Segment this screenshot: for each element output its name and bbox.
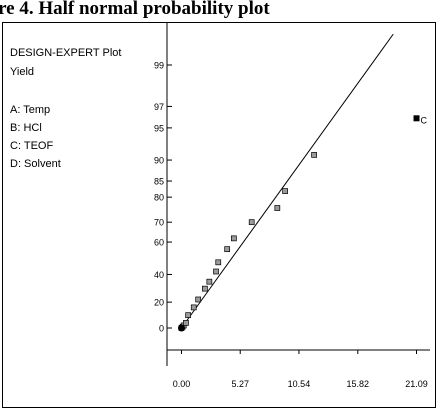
data-point (213, 268, 219, 275)
x-tick-label: 21.09 (405, 379, 428, 389)
x-tick-label: 5.27 (231, 379, 249, 389)
response-label: Yield (10, 66, 35, 78)
y-tick-label: 40 (154, 270, 164, 280)
x-tick-label: 10.54 (288, 379, 311, 389)
origin-point (177, 324, 185, 332)
data-point (274, 205, 281, 211)
factor-c-label: C: TEOF (10, 140, 54, 152)
x-tick-label: 15.82 (347, 379, 370, 389)
x-tick-label: 0.00 (173, 379, 191, 389)
factor-a-label: A: Temp (10, 104, 51, 116)
data-point (190, 304, 197, 311)
fit-line (181, 33, 394, 329)
data-point (282, 188, 288, 194)
effect-point-c (413, 115, 420, 122)
factor-d-label: D: Solvent (10, 158, 61, 170)
y-tick-label: 60 (154, 238, 164, 248)
figure-caption: gure 4. Half normal probability plot (0, 0, 270, 19)
data-point (206, 278, 213, 285)
data-point (231, 235, 237, 242)
y-tick-label: 0 (159, 324, 164, 334)
factor-b-label: B: HCl (10, 122, 42, 134)
data-point (311, 152, 317, 158)
data-point (195, 296, 202, 303)
plot-title: DESIGN-EXPERT Plot (10, 47, 122, 59)
y-tick-label: 90 (154, 156, 164, 166)
y-tick-label: 99 (154, 61, 164, 71)
data-point (202, 285, 208, 292)
data-point (185, 312, 192, 319)
y-tick-label: 70 (154, 218, 164, 228)
data-point (224, 246, 231, 253)
data-point (183, 320, 189, 326)
y-tick-label: 85 (154, 177, 164, 187)
y-tick-label: 95 (154, 123, 164, 133)
data-point (215, 259, 222, 266)
plot-frame (2, 22, 436, 408)
effect-label-c: C (421, 115, 428, 125)
y-tick-label: 97 (154, 102, 164, 112)
y-tick-label: 80 (154, 193, 164, 203)
y-tick-label: 20 (154, 298, 164, 308)
data-point (248, 219, 255, 226)
